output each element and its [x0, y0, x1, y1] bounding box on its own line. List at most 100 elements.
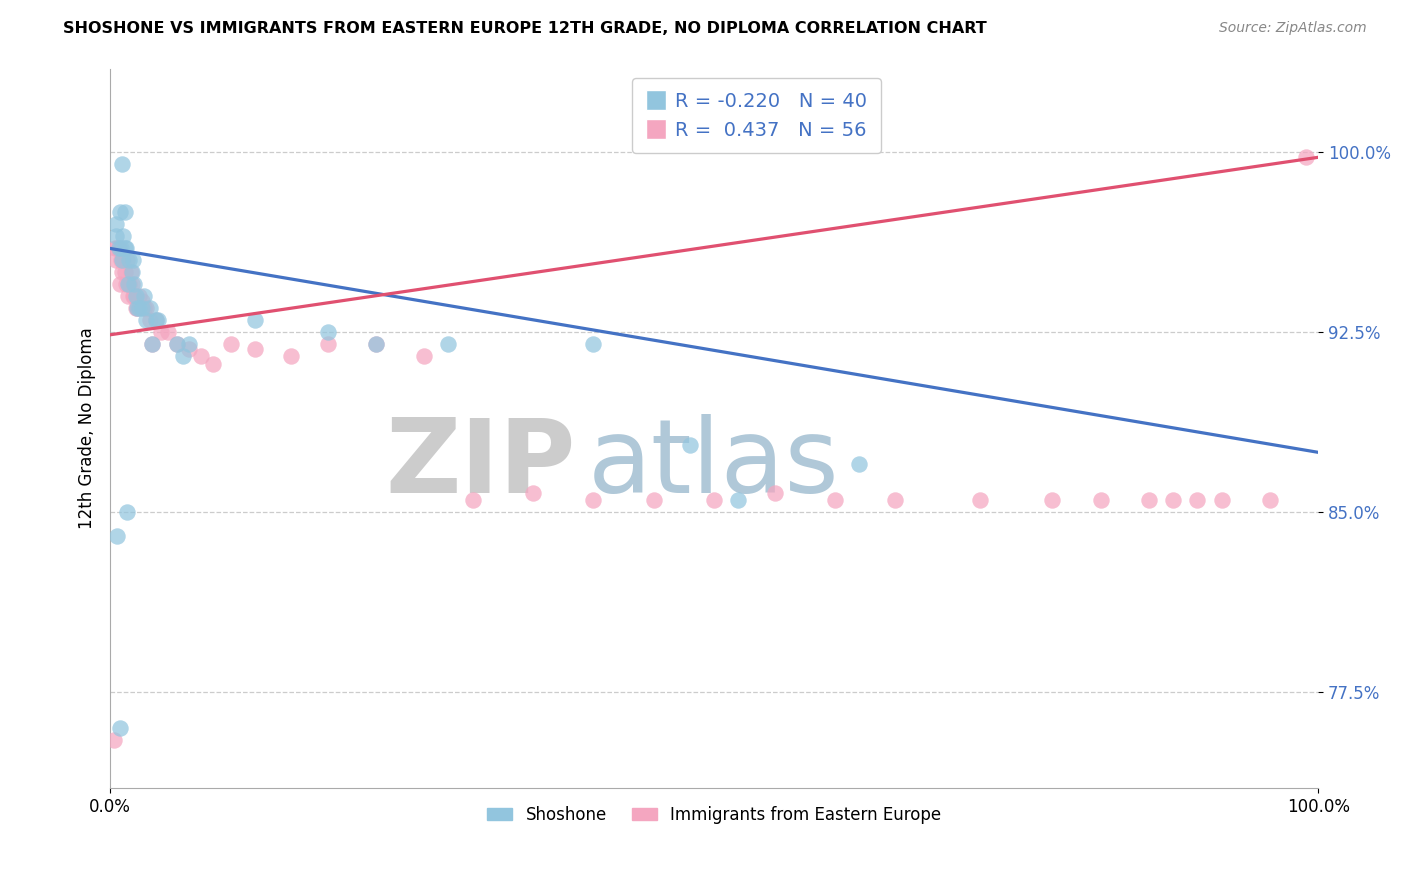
Point — [128, 289, 150, 303]
Point — [117, 277, 139, 292]
Point — [117, 289, 139, 303]
Point — [139, 313, 162, 327]
Point — [124, 301, 146, 316]
Point — [727, 493, 749, 508]
Point — [201, 357, 224, 371]
Point — [243, 342, 266, 356]
Point — [177, 337, 200, 351]
Point — [316, 337, 339, 351]
Point — [110, 253, 132, 268]
Point — [111, 265, 134, 279]
Point — [104, 242, 127, 256]
Point — [969, 493, 991, 508]
Point — [131, 301, 153, 316]
Point — [135, 313, 157, 327]
Point — [115, 242, 138, 256]
Point — [105, 253, 128, 268]
Point — [115, 505, 138, 519]
Point — [125, 301, 148, 316]
Point — [121, 277, 143, 292]
Point — [1211, 493, 1233, 508]
Point — [114, 205, 136, 219]
Point — [112, 253, 135, 268]
Text: ZIP: ZIP — [385, 414, 575, 515]
Point — [582, 493, 605, 508]
Point — [437, 337, 460, 351]
Point — [141, 337, 163, 351]
Point — [121, 265, 143, 279]
Point — [128, 301, 150, 316]
Point — [243, 313, 266, 327]
Point — [145, 313, 167, 327]
Point — [679, 438, 702, 452]
Point — [122, 289, 145, 303]
Point — [115, 253, 138, 268]
Point — [115, 277, 138, 292]
Point — [884, 493, 907, 508]
Point — [824, 493, 846, 508]
Point — [114, 242, 136, 256]
Point — [848, 458, 870, 472]
Point — [1042, 493, 1064, 508]
Point — [131, 294, 153, 309]
Point — [124, 277, 146, 292]
Point — [172, 350, 194, 364]
Point — [125, 301, 148, 316]
Point — [122, 253, 145, 268]
Point — [108, 721, 131, 735]
Point — [190, 350, 212, 364]
Point — [107, 242, 129, 256]
Text: Source: ZipAtlas.com: Source: ZipAtlas.com — [1219, 21, 1367, 35]
Point — [132, 289, 155, 303]
Point — [114, 265, 136, 279]
Point — [763, 486, 786, 500]
Point — [141, 337, 163, 351]
Point — [118, 277, 141, 292]
Point — [364, 337, 387, 351]
Point — [148, 313, 170, 327]
Point — [219, 337, 242, 351]
Y-axis label: 12th Grade, No Diploma: 12th Grade, No Diploma — [79, 327, 96, 529]
Point — [413, 350, 436, 364]
Point — [120, 265, 142, 279]
Point — [112, 229, 135, 244]
Point — [166, 337, 188, 351]
Point — [132, 301, 155, 316]
Point — [107, 242, 129, 256]
Point — [157, 326, 180, 340]
Point — [364, 337, 387, 351]
Point — [111, 157, 134, 171]
Point — [105, 218, 128, 232]
Point — [1258, 493, 1281, 508]
Point — [280, 350, 302, 364]
Point — [111, 253, 134, 268]
Point — [118, 253, 141, 268]
Point — [139, 301, 162, 316]
Point — [145, 313, 167, 327]
Point — [1161, 493, 1184, 508]
Point — [107, 529, 129, 543]
Point — [177, 342, 200, 356]
Point — [643, 493, 665, 508]
Point — [1295, 150, 1317, 164]
Legend: Shoshone, Immigrants from Eastern Europe: Shoshone, Immigrants from Eastern Europe — [481, 799, 948, 830]
Point — [166, 337, 188, 351]
Point — [522, 486, 544, 500]
Point — [103, 733, 125, 747]
Point — [703, 493, 725, 508]
Point — [124, 289, 146, 303]
Point — [1090, 493, 1112, 508]
Point — [108, 277, 131, 292]
Point — [105, 229, 128, 244]
Point — [135, 301, 157, 316]
Point — [108, 205, 131, 219]
Text: atlas: atlas — [588, 414, 839, 515]
Point — [124, 289, 146, 303]
Point — [110, 242, 132, 256]
Point — [1187, 493, 1209, 508]
Point — [316, 326, 339, 340]
Point — [149, 326, 172, 340]
Point — [1137, 493, 1160, 508]
Point — [461, 493, 484, 508]
Text: SHOSHONE VS IMMIGRANTS FROM EASTERN EUROPE 12TH GRADE, NO DIPLOMA CORRELATION CH: SHOSHONE VS IMMIGRANTS FROM EASTERN EURO… — [63, 21, 987, 36]
